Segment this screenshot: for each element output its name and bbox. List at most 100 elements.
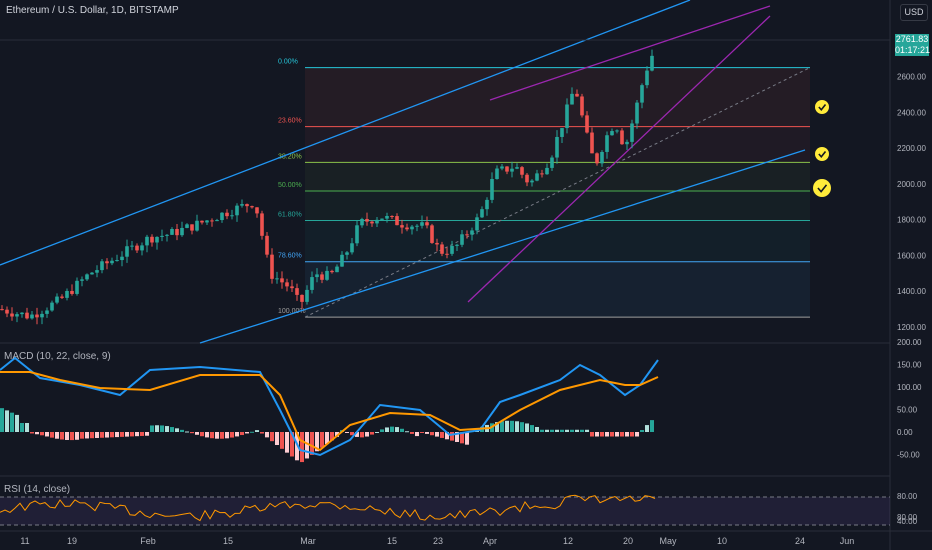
macd-histogram-bar (365, 432, 369, 437)
macd-histogram-bar (325, 432, 329, 445)
candle-body (385, 215, 389, 219)
macd-histogram-bar (425, 432, 429, 434)
candle-body (585, 115, 589, 133)
candle-body (240, 204, 244, 206)
time-axis-label: 24 (795, 536, 805, 546)
macd-histogram-bar (595, 432, 599, 437)
macd-histogram-bar (75, 432, 79, 440)
macd-label[interactable]: MACD (10, 22, close, 9) (4, 351, 111, 362)
candle-body (395, 216, 399, 226)
candle-body (45, 310, 49, 314)
candle-body (140, 245, 144, 251)
candle-body (455, 244, 459, 246)
macd-histogram-bar (85, 432, 89, 439)
candle-body (190, 224, 194, 231)
macd-histogram-bar (240, 432, 244, 436)
candle-body (85, 274, 89, 280)
candle-body (375, 219, 379, 224)
macd-histogram-bar (55, 432, 59, 439)
macd-histogram-bar (645, 425, 649, 432)
macd-histogram-bar (610, 432, 614, 437)
macd-histogram-bar (630, 432, 634, 437)
macd-histogram-bar (200, 432, 204, 437)
fib-level-label: 38.20% (278, 153, 302, 160)
candle-body (435, 242, 439, 245)
candle-body (215, 220, 219, 222)
macd-histogram-bar (120, 432, 124, 437)
candle-body (520, 167, 524, 175)
candle-body (40, 313, 44, 318)
candle-body (460, 234, 464, 245)
macd-histogram-bar (40, 432, 44, 436)
last-price-badge: 2761.83 (895, 34, 929, 45)
currency-button[interactable]: USD (900, 4, 928, 21)
rsi-band (0, 497, 890, 525)
candle-body (640, 85, 644, 103)
macd-histogram-bar (605, 432, 609, 437)
macd-histogram-bar (135, 432, 139, 437)
candle-body (370, 221, 374, 224)
wedge-upper-line (489, 5, 771, 101)
macd-signal-line (0, 371, 659, 452)
macd-axis-label: 200.00 (897, 338, 922, 347)
macd-axis-label: 100.00 (897, 383, 922, 392)
macd-histogram-bar (360, 432, 364, 438)
fib-zone (305, 261, 810, 318)
candle-body (155, 236, 159, 243)
macd-histogram-bar (355, 432, 359, 437)
macd-histogram-bar (190, 432, 194, 434)
candle-body (450, 245, 454, 254)
candle-body (185, 224, 189, 228)
macd-histogram-bar (20, 423, 24, 432)
candle-body (615, 130, 619, 132)
candle-body (380, 218, 384, 220)
candle-body (270, 254, 274, 279)
macd-histogram-bar (35, 432, 39, 435)
macd-histogram-bar (600, 432, 604, 437)
candle-body (120, 256, 124, 261)
candle-body (535, 173, 539, 181)
candle-body (65, 290, 69, 298)
candle-body (20, 312, 24, 315)
macd-histogram-bar (140, 432, 144, 436)
candle-body (405, 227, 409, 230)
macd-histogram-bar (95, 432, 99, 438)
macd-histogram-bar (235, 432, 239, 437)
candle-body (565, 104, 569, 129)
macd-histogram-bar (275, 432, 279, 446)
macd-histogram-bar (245, 432, 249, 434)
macd-histogram-bar (70, 432, 74, 441)
candle-body (295, 288, 299, 295)
macd-histogram-bar (585, 429, 589, 432)
macd-histogram-bar (255, 430, 259, 432)
macd-histogram-bar (345, 432, 349, 433)
rsi-label[interactable]: RSI (14, close) (4, 484, 71, 495)
candle-body (30, 314, 34, 319)
macd-histogram-bar (175, 428, 179, 432)
candle-body (170, 229, 174, 235)
checkmark-icon (813, 179, 831, 197)
candle-body (400, 225, 404, 228)
macd-histogram-bar (530, 425, 534, 432)
candle-body (290, 286, 294, 289)
candle-body (165, 234, 169, 236)
candle-body (465, 234, 469, 236)
price-axis-label: 1200.00 (897, 323, 926, 332)
macd-histogram-bar (80, 432, 84, 439)
macd-histogram-bar (620, 432, 624, 437)
macd-histogram-bar (450, 432, 454, 441)
candle-body (285, 282, 289, 287)
wedge-lower-line (467, 15, 771, 303)
macd-histogram-bar (370, 432, 374, 435)
rsi-axis-label: 40.00 (897, 517, 918, 526)
candle-body (410, 226, 414, 230)
macd-histogram-bar (445, 432, 449, 440)
symbol-title[interactable]: Ethereum / U.S. Dollar, 1D, BITSTAMP (6, 5, 179, 16)
candle-body (550, 157, 554, 168)
macd-histogram-bar (575, 429, 579, 432)
macd-histogram-bar (100, 432, 104, 438)
candle-body (50, 302, 54, 311)
macd-histogram-bar (375, 431, 379, 433)
macd-histogram-bar (60, 432, 64, 440)
